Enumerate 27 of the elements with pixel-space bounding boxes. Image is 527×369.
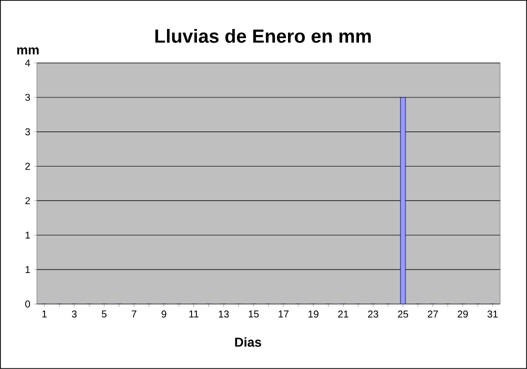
x-tick-label: 19 [308, 310, 318, 318]
x-tick-label: 1 [42, 310, 47, 318]
y-tick-label: 4 [25, 60, 30, 66]
y-tick-label: 1 [26, 266, 30, 274]
x-tick-label: 27 [428, 310, 438, 318]
x-tick-label: 9 [162, 310, 166, 318]
x-tick-label: 13 [218, 310, 229, 318]
x-tick-label: 15 [248, 310, 259, 318]
x-axis-title: Dias [235, 337, 262, 347]
x-tick-label: 3 [72, 310, 77, 318]
x-tick-label: 7 [132, 310, 136, 318]
x-tick-label: 29 [458, 310, 468, 318]
y-tick-label: 2 [25, 197, 30, 204]
x-tick-label: 11 [189, 310, 198, 318]
y-tick-label: 3 [25, 128, 30, 136]
chart-title: Lluvias de Enero en mm [155, 28, 371, 43]
x-tick-label: 25 [398, 310, 408, 318]
x-tick-label: 5 [102, 310, 107, 318]
x-tick-label: 31 [487, 310, 498, 318]
y-tick-label: 0 [25, 300, 30, 308]
x-tick-label: 23 [368, 310, 378, 318]
y-tick-label: 2 [25, 162, 30, 170]
y-tick-label: 3 [25, 94, 30, 101]
y-axis-title: mm [17, 47, 39, 54]
y-tick-label: 1 [26, 232, 30, 239]
x-tick-label: 17 [278, 310, 288, 318]
x-tick-label: 21 [338, 310, 348, 318]
